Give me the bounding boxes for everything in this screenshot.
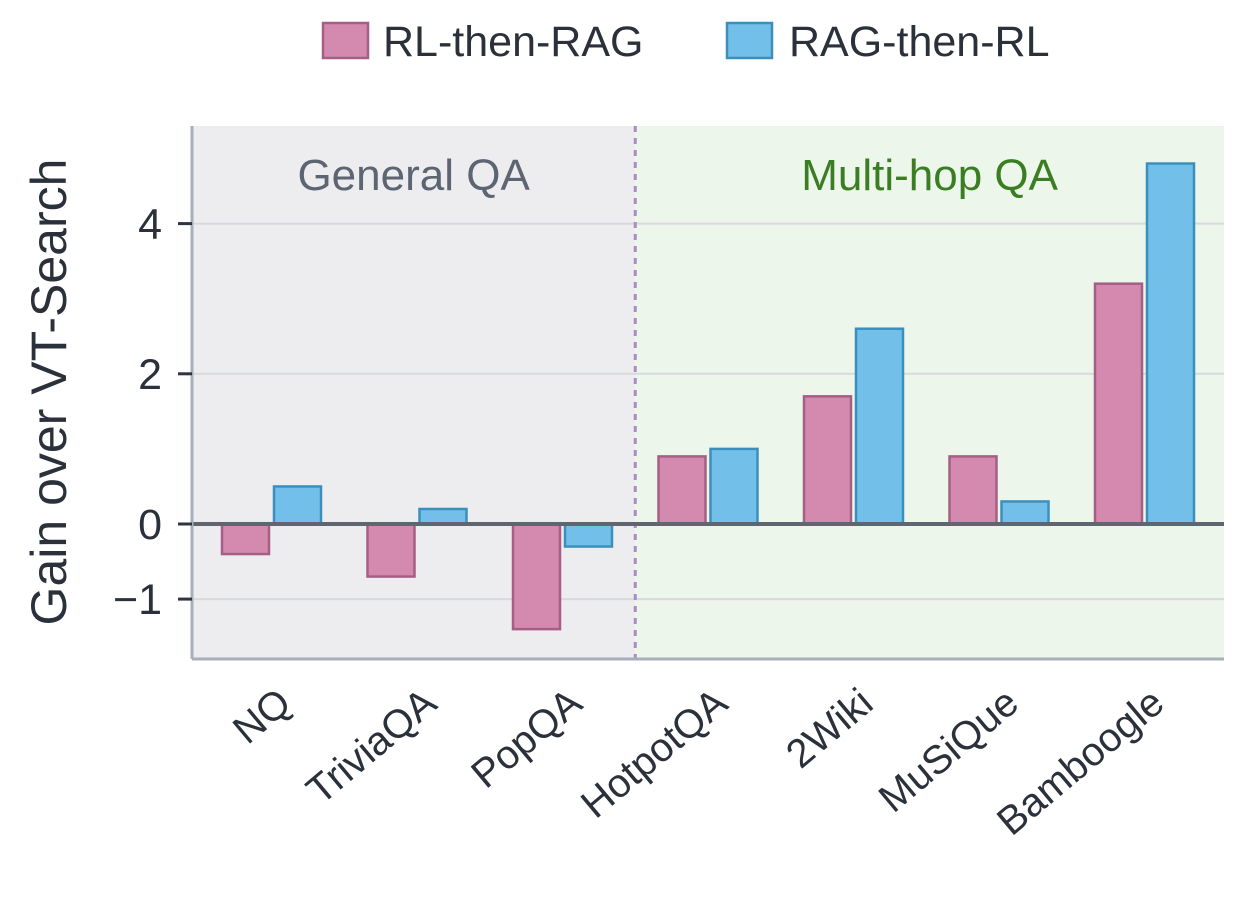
region-label-general-qa: General QA <box>297 151 530 200</box>
bar-rl-then-rag-hotpotqa <box>657 455 707 526</box>
legend-label-rl-then-rag: RL-then-RAG <box>383 18 643 66</box>
bar-rag-then-rl-popqa <box>563 522 614 548</box>
legend-label-rag-then-rl: RAG-then-RL <box>789 18 1049 66</box>
region-label-multi-hop-qa: Multi-hop QA <box>801 151 1058 200</box>
x-tick-label: NQ <box>225 680 299 752</box>
bar-rag-then-rl-nq <box>272 485 323 526</box>
x-tick-label: HotpotQA <box>573 680 736 827</box>
bar-rag-then-rl-triviaqa <box>418 507 468 526</box>
general-qa-region <box>192 126 636 659</box>
x-tick-label: PopQA <box>463 680 590 797</box>
bar-rag-then-rl-2wiki <box>854 327 905 526</box>
legend-swatch-rl-then-rag <box>321 21 370 60</box>
bar-rl-then-rag-musique <box>948 455 998 526</box>
bar-rag-then-rl-musique <box>1000 500 1050 526</box>
bar-rag-then-rl-bamboogle <box>1145 162 1196 526</box>
legend-swatch-rag-then-rl <box>725 21 774 60</box>
y-axis-label: Gain over VT-Search <box>21 159 77 626</box>
bar-rag-then-rl-hotpotqa <box>709 447 759 526</box>
bar-rl-then-rag-nq <box>220 522 271 556</box>
bar-rl-then-rag-bamboogle <box>1093 282 1144 526</box>
bar-rl-then-rag-triviaqa <box>366 522 416 578</box>
bar-rl-then-rag-popqa <box>511 522 562 631</box>
y-tick-label: −1 <box>113 576 162 624</box>
bar-rl-then-rag-2wiki <box>802 395 853 526</box>
y-tick-label: 0 <box>138 501 162 549</box>
x-tick-label: 2Wiki <box>778 680 881 777</box>
x-tick-label: TriviaQA <box>298 680 445 813</box>
y-tick-label: 4 <box>138 201 162 249</box>
y-tick-label: 2 <box>138 351 162 399</box>
